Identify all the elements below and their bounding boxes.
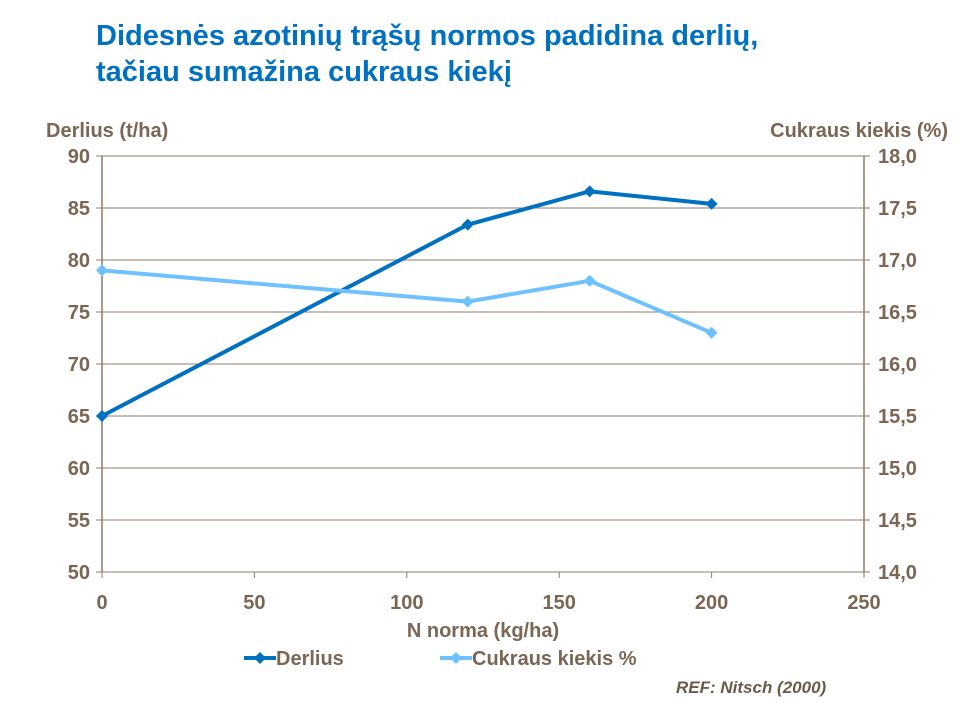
data-point [583,185,596,198]
x-tick-label: 50 [243,592,265,614]
y-tick-label-left: 70 [68,354,90,376]
y-tick-label-right: 14,5 [878,510,917,532]
data-point [705,326,718,339]
y-tick-label-left: 85 [68,198,90,220]
legend-marker [450,652,462,664]
y-tick-label-right: 17,5 [878,198,917,220]
chart-title: Didesnės azotinių trąšų normos padidina … [96,20,759,88]
y-axis-label-left: Derlius (t/ha) [46,120,168,142]
series-line-1 [101,268,713,335]
legend-marker [254,652,266,664]
y-tick-label-right: 16,0 [878,354,917,376]
y-tick-label-left: 50 [68,562,90,584]
y-tick-label-left: 65 [68,406,90,428]
data-point [96,264,108,277]
y-tick-label-right: 17,0 [878,250,917,272]
data-point [583,274,596,287]
y-tick-label-left: 55 [68,510,90,532]
y-tick-label-left: 90 [68,146,90,168]
y-tick-label-left: 60 [68,458,90,480]
x-tick-label: 100 [390,592,423,614]
reference-note: REF: Nitsch (2000) [676,678,827,697]
y-axis-label-right: Cukraus kiekis (%) [770,120,948,142]
x-tick-label: 200 [695,592,728,614]
data-point [461,218,474,231]
legend-label: Derlius [276,648,344,670]
legend-label: Cukraus kiekis % [472,648,637,670]
x-axis-label: N norma (kg/ha) [407,620,559,642]
data-point [461,295,474,308]
data-point [96,410,108,422]
y-tick-label-right: 15,0 [878,458,917,480]
y-tick-label-right: 15,5 [878,406,917,428]
y-tick-label-left: 80 [68,250,90,272]
data-point [705,197,718,210]
y-tick-label-right: 16,5 [878,302,917,324]
x-tick-label: 150 [543,592,576,614]
x-tick-label: 0 [96,592,107,614]
y-tick-label-right: 18,0 [878,146,917,168]
x-tick-label: 250 [847,592,880,614]
y-tick-label-right: 14,0 [878,562,917,584]
series-line-0 [101,189,712,418]
y-tick-label-left: 75 [68,302,90,324]
